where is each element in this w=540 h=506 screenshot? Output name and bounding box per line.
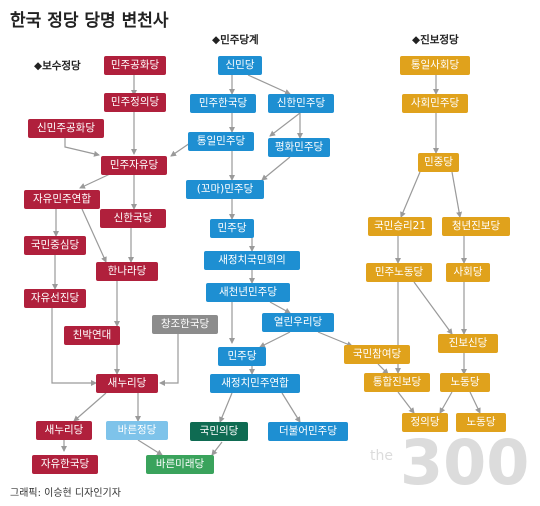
party-node-saejeongchi-gukmin: 새정치국민회의: [204, 251, 300, 270]
party-node-minju-nodong: 민주노동당: [366, 263, 432, 282]
section-label-progressive: ◆진보정당: [412, 34, 459, 46]
party-node-deobureo: 더불어민주당: [268, 422, 348, 441]
graphic-credit: 그래픽: 이승현 디자인기자: [10, 488, 121, 499]
page-title: 한국 정당 당명 변천사: [10, 11, 169, 31]
party-node-chinbak-yeondae: 친박연대: [64, 326, 120, 345]
party-node-saecheonnyeon: 새천년민주당: [206, 283, 290, 302]
party-node-pyeonghwa-minju: 평화민주당: [268, 138, 330, 157]
party-node-nodong-1: 노동당: [440, 373, 490, 392]
party-node-sinmin: 신민당: [218, 56, 262, 75]
party-node-jayu-minju-yeonhap: 자유민주연합: [24, 190, 100, 209]
party-node-sahoe-minju: 사회민주당: [402, 94, 468, 113]
party-node-saenuri-1: 새누리당: [96, 374, 158, 393]
section-label-conservative: ◆보수정당: [34, 60, 81, 72]
party-node-gukmin-chamyeo: 국민참여당: [344, 345, 410, 364]
party-node-sahoe: 사회당: [446, 263, 490, 282]
the300-watermark: the 300: [370, 426, 529, 490]
party-node-minju-gonghwa: 민주공화당: [104, 56, 166, 75]
party-node-sinhan-guk: 신한국당: [100, 209, 166, 228]
party-node-tongil-sahoe: 통일사회당: [400, 56, 470, 75]
party-node-nodong-2: 노동당: [456, 413, 506, 432]
party-node-sinminju-gonghwa: 신민주공화당: [28, 119, 104, 138]
party-node-minju-jayu: 민주자유당: [101, 156, 167, 175]
party-node-changjo-hanguk: 창조한국당: [152, 315, 218, 334]
party-node-jeongui: 정의당: [402, 413, 448, 432]
party-node-gukmin-seungni: 국민승리21: [368, 217, 433, 236]
party-node-gukmin-jungsim: 국민중심당: [24, 236, 86, 255]
party-node-kkoma-minju: (꼬마)민주당: [186, 180, 264, 199]
party-node-minju-1: 민주당: [210, 219, 254, 238]
party-node-bareun-mirae: 바른미래당: [146, 455, 214, 474]
party-node-minjung: 민중당: [418, 153, 459, 172]
section-label-democratic: ◆민주당계: [212, 34, 259, 46]
party-node-gukmin-ui: 국민의당: [190, 422, 248, 441]
party-node-tonghap-jinbo: 통합진보당: [364, 373, 430, 392]
party-node-minju-hanguk: 민주한국당: [190, 94, 256, 113]
party-node-jayu-seonjin: 자유선진당: [24, 289, 86, 308]
party-node-yeollin-uri: 열린우리당: [262, 313, 334, 332]
party-node-minju-2: 민주당: [218, 347, 266, 366]
party-node-tongil-minju: 통일민주당: [188, 132, 254, 151]
party-node-bareun: 바른정당: [106, 421, 168, 440]
party-node-sinhan-minju: 신한민주당: [268, 94, 334, 113]
party-node-cheongnyeon-jinbo: 청년진보당: [442, 217, 510, 236]
svg-text:300: 300: [400, 426, 529, 490]
party-node-jinbo-sin: 진보신당: [438, 334, 498, 353]
party-node-jayu-hanguk: 자유한국당: [32, 455, 98, 474]
party-node-saejeongchi-minju: 새정치민주연합: [210, 374, 300, 393]
party-node-saenuri-2: 새누리당: [36, 421, 92, 440]
party-node-minju-jeongui: 민주정의당: [104, 93, 166, 112]
svg-text:the: the: [370, 448, 393, 464]
party-node-hannara: 한나라당: [96, 262, 158, 281]
